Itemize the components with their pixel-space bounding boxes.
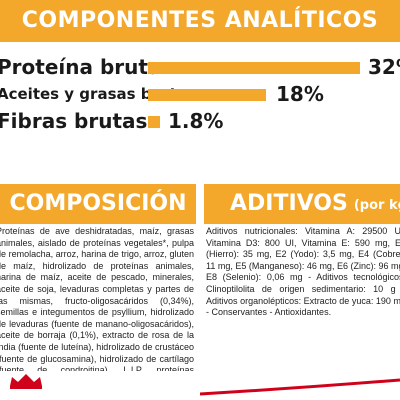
analytics-row-fat: Aceites y grasas brutos 18% (0, 81, 400, 107)
protein-bar (148, 62, 360, 74)
fat-value: 18% (276, 82, 324, 106)
protein-label: Proteína bruta (0, 55, 162, 79)
additives-text: Aditivos nutricionales: Vitamina A: 2950… (206, 226, 400, 318)
analytics-row-fiber: Fibras brutas 1.8% (0, 108, 400, 134)
composition-text: Proteínas de ave deshidratadas, maíz, gr… (0, 226, 194, 371)
brand-red-swoosh (200, 378, 400, 396)
royal-canin-crown-logo (10, 374, 42, 389)
fiber-label: Fibras brutas (0, 109, 148, 133)
composition-title-banner: COMPOSICIÓN (0, 184, 196, 224)
additives-title-banner: ADITIVOS (por kg) (204, 184, 400, 224)
analytics-title-banner: COMPONENTES ANALÍTICOS (0, 0, 400, 42)
analytics-row-protein: Proteína bruta 32% (0, 54, 400, 80)
fat-label: Aceites y grasas brutos (0, 85, 196, 103)
additives-unit: (por kg) (353, 198, 400, 213)
fiber-bar (148, 116, 160, 128)
additives-title: ADITIVOS (230, 191, 348, 216)
protein-value: 32% (368, 55, 400, 79)
fiber-value: 1.8% (168, 109, 224, 133)
fat-bar (148, 89, 266, 101)
